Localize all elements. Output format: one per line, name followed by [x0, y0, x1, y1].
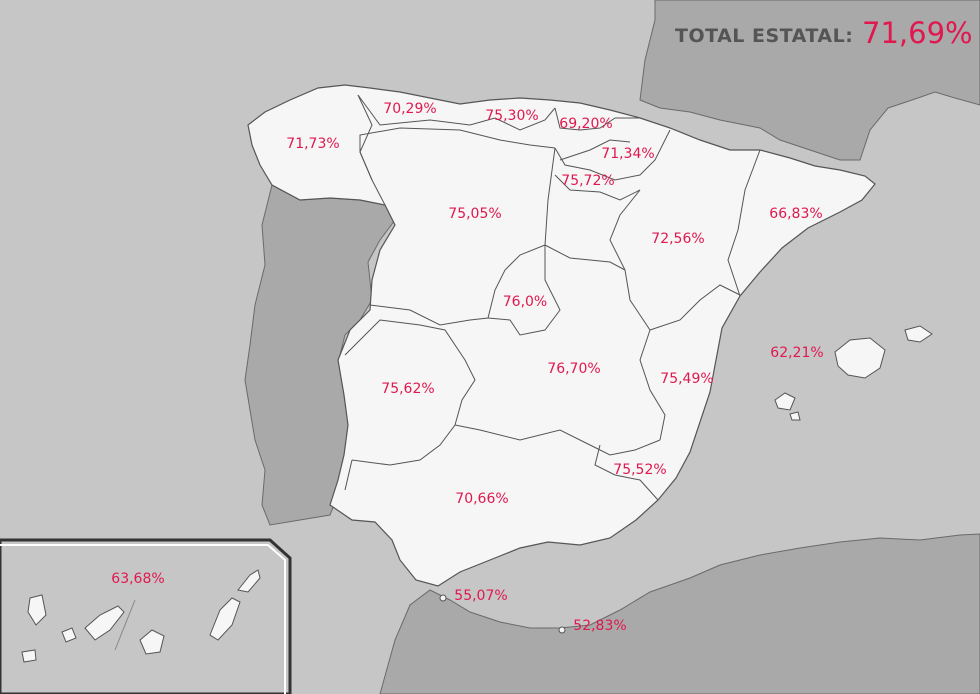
region-borders — [344, 94, 761, 501]
label-castilla-leon: 75,05% — [448, 206, 501, 222]
la-gomera-island — [61, 627, 77, 643]
france-landmass — [639, 0, 980, 161]
ceuta-marker — [439, 594, 447, 602]
label-pais-vasco: 69,20% — [559, 116, 612, 132]
label-la-rioja: 75,72% — [561, 173, 614, 189]
mallorca-island — [834, 337, 886, 379]
label-murcia: 75,52% — [613, 462, 666, 478]
el-hierro-island — [21, 649, 37, 663]
label-ceuta: 55,07% — [454, 588, 507, 604]
formentera-island — [789, 411, 801, 421]
label-galicia: 71,73% — [286, 136, 339, 152]
la-palma-island — [27, 594, 47, 626]
gran-canaria-island — [139, 629, 165, 655]
tenerife-island — [84, 605, 125, 641]
ibiza-island — [774, 392, 796, 411]
label-melilla: 52,83% — [573, 618, 626, 634]
label-castilla-la-mancha: 76,70% — [547, 361, 600, 377]
label-asturias: 70,29% — [383, 101, 436, 117]
label-valencia: 75,49% — [660, 371, 713, 387]
label-navarra: 71,34% — [601, 146, 654, 162]
spain-mainland — [247, 84, 876, 587]
label-andalucia: 70,66% — [455, 491, 508, 507]
label-cataluna: 66,83% — [769, 206, 822, 222]
melilla-marker — [558, 626, 566, 634]
canarias-inset — [0, 538, 292, 694]
label-aragon: 72,56% — [651, 231, 704, 247]
label-baleares: 62,21% — [770, 345, 823, 361]
total-label: TOTAL ESTATAL: — [675, 25, 853, 47]
label-cantabria: 75,30% — [485, 108, 538, 124]
label-canarias: 63,68% — [111, 571, 164, 587]
fuerteventura-island — [209, 597, 241, 641]
label-extremadura: 75,62% — [381, 381, 434, 397]
menorca-island — [904, 325, 933, 343]
total-value: 71,69% — [862, 16, 973, 50]
label-madrid: 76,0% — [503, 294, 547, 310]
lanzarote-island — [237, 569, 261, 593]
